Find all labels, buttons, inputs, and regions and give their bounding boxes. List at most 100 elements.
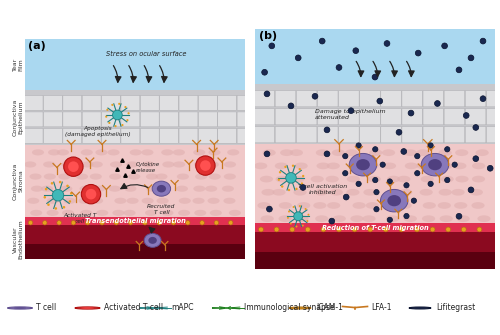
Circle shape — [289, 307, 311, 309]
Ellipse shape — [260, 176, 273, 183]
FancyBboxPatch shape — [63, 112, 82, 127]
Circle shape — [264, 91, 270, 97]
Ellipse shape — [90, 161, 103, 168]
FancyBboxPatch shape — [63, 95, 82, 110]
Ellipse shape — [346, 189, 360, 196]
Ellipse shape — [227, 149, 239, 155]
Circle shape — [196, 156, 215, 175]
FancyBboxPatch shape — [102, 128, 120, 143]
Ellipse shape — [146, 186, 158, 192]
Circle shape — [68, 161, 78, 172]
Circle shape — [336, 227, 342, 232]
Ellipse shape — [177, 174, 189, 180]
Circle shape — [456, 67, 462, 73]
Circle shape — [321, 227, 326, 232]
Text: T cell: T cell — [36, 304, 56, 313]
Ellipse shape — [314, 202, 326, 209]
Ellipse shape — [162, 161, 174, 168]
Ellipse shape — [316, 162, 330, 169]
Circle shape — [62, 206, 66, 208]
Ellipse shape — [46, 210, 58, 216]
Circle shape — [452, 162, 458, 167]
Text: Recruited
T cell: Recruited T cell — [147, 204, 176, 215]
Text: ICAM-1: ICAM-1 — [316, 304, 343, 313]
FancyBboxPatch shape — [24, 95, 43, 110]
Ellipse shape — [62, 210, 74, 216]
FancyBboxPatch shape — [44, 128, 62, 143]
FancyBboxPatch shape — [255, 223, 495, 232]
Ellipse shape — [347, 176, 360, 183]
Ellipse shape — [210, 210, 222, 216]
Ellipse shape — [194, 210, 206, 216]
Circle shape — [288, 210, 290, 212]
FancyBboxPatch shape — [218, 112, 236, 127]
FancyBboxPatch shape — [121, 128, 140, 143]
Circle shape — [320, 38, 325, 44]
Text: Conjunctiva
Stroma: Conjunctiva Stroma — [13, 162, 24, 200]
Circle shape — [290, 227, 294, 232]
Circle shape — [281, 185, 283, 188]
Ellipse shape — [326, 162, 340, 169]
Ellipse shape — [262, 149, 276, 156]
FancyBboxPatch shape — [254, 109, 274, 125]
FancyBboxPatch shape — [360, 90, 380, 107]
Circle shape — [66, 185, 69, 187]
Circle shape — [306, 227, 310, 232]
Circle shape — [50, 182, 53, 185]
Circle shape — [446, 227, 450, 232]
FancyBboxPatch shape — [237, 112, 256, 127]
Ellipse shape — [124, 210, 136, 216]
FancyBboxPatch shape — [360, 109, 380, 125]
Ellipse shape — [43, 161, 55, 168]
Ellipse shape — [224, 174, 236, 180]
Ellipse shape — [61, 161, 74, 168]
Ellipse shape — [91, 198, 103, 204]
Ellipse shape — [440, 176, 454, 183]
Text: T-cell activation
inhibited: T-cell activation inhibited — [298, 184, 347, 195]
Ellipse shape — [192, 198, 204, 204]
FancyBboxPatch shape — [338, 109, 359, 125]
Ellipse shape — [32, 149, 44, 155]
Circle shape — [302, 175, 304, 177]
Circle shape — [387, 217, 392, 222]
Text: Immunological synapse: Immunological synapse — [244, 304, 334, 313]
FancyBboxPatch shape — [254, 90, 274, 107]
Circle shape — [488, 165, 493, 171]
FancyBboxPatch shape — [255, 84, 495, 144]
Circle shape — [44, 196, 46, 199]
FancyBboxPatch shape — [82, 128, 101, 143]
Circle shape — [14, 308, 26, 309]
Ellipse shape — [94, 186, 106, 192]
Ellipse shape — [108, 149, 120, 155]
Ellipse shape — [194, 161, 206, 168]
Ellipse shape — [438, 202, 451, 209]
Ellipse shape — [272, 189, 285, 196]
Ellipse shape — [193, 149, 205, 155]
Circle shape — [308, 214, 310, 216]
FancyBboxPatch shape — [160, 112, 178, 127]
Ellipse shape — [326, 176, 339, 183]
FancyBboxPatch shape — [237, 128, 256, 143]
Ellipse shape — [278, 202, 292, 209]
FancyBboxPatch shape — [25, 217, 245, 225]
Circle shape — [442, 43, 448, 49]
Ellipse shape — [222, 186, 234, 192]
Circle shape — [468, 55, 474, 61]
Ellipse shape — [156, 198, 168, 204]
Circle shape — [296, 225, 298, 227]
FancyBboxPatch shape — [338, 90, 359, 107]
Circle shape — [298, 168, 301, 171]
Circle shape — [287, 217, 289, 219]
Ellipse shape — [208, 198, 220, 204]
Ellipse shape — [438, 189, 452, 196]
FancyBboxPatch shape — [24, 128, 43, 143]
FancyBboxPatch shape — [465, 90, 486, 107]
Ellipse shape — [455, 149, 468, 156]
FancyBboxPatch shape — [44, 95, 62, 110]
Ellipse shape — [275, 162, 288, 169]
Ellipse shape — [108, 186, 121, 192]
Circle shape — [278, 179, 280, 181]
Ellipse shape — [41, 186, 53, 192]
Ellipse shape — [258, 202, 270, 209]
Ellipse shape — [60, 186, 72, 192]
